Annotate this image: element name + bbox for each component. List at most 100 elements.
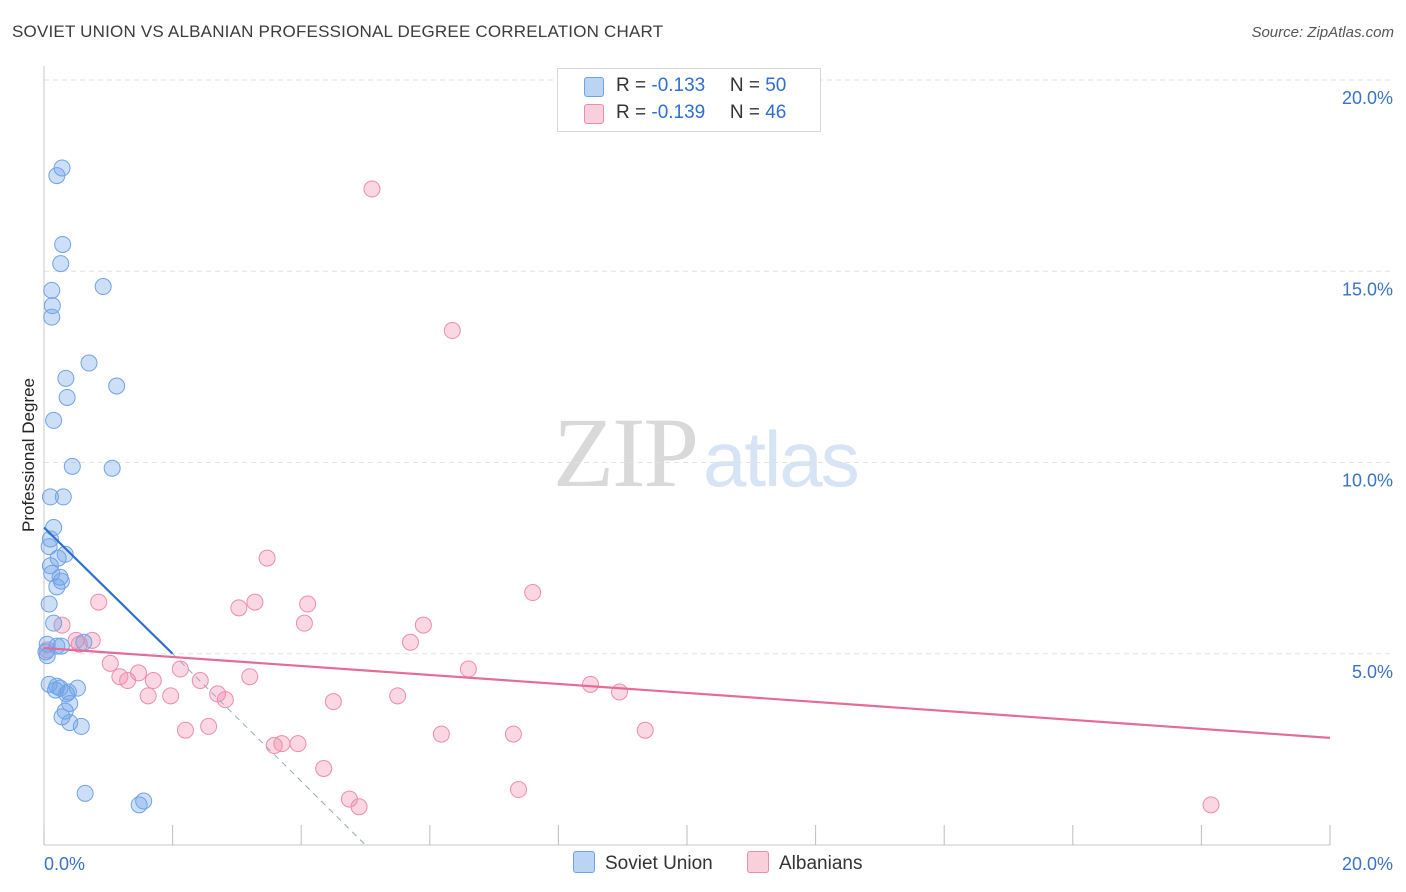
y-tick-labels: 5.0% 10.0% 15.0% 20.0% — [1342, 88, 1393, 682]
data-point — [258, 549, 276, 567]
bottom-legend-swatch-soviet-union — [573, 851, 595, 873]
trend-line-soviet-union — [43, 526, 174, 655]
y-tick-label: 5.0% — [1352, 662, 1393, 682]
data-point — [68, 679, 86, 697]
data-point — [54, 488, 72, 506]
data-point — [144, 672, 162, 690]
y-tick-label: 15.0% — [1342, 279, 1393, 299]
data-point — [130, 796, 148, 814]
data-point — [53, 616, 71, 634]
data-point — [56, 702, 74, 720]
legend-r-label: R = — [616, 75, 652, 96]
data-point — [200, 717, 218, 735]
data-point — [459, 660, 477, 678]
x-tick-labels: 0.0% 20.0% — [44, 854, 1393, 874]
x-tick-label: 20.0% — [1342, 854, 1393, 874]
data-point — [54, 235, 72, 253]
data-point — [43, 281, 61, 299]
data-point — [58, 388, 76, 406]
data-point — [363, 180, 381, 198]
data-point — [58, 685, 76, 703]
correlation-legend: R = -0.133 N = 50 R = -0.139 N = 46 — [557, 68, 821, 132]
data-point — [94, 278, 112, 296]
gridlines — [44, 79, 1394, 655]
data-point — [610, 683, 628, 701]
data-point — [524, 584, 542, 602]
y-tick-label: 10.0% — [1342, 471, 1393, 491]
data-point — [504, 725, 522, 743]
data-point — [111, 668, 129, 686]
data-point — [108, 377, 126, 395]
axes — [43, 66, 1331, 846]
watermark-atlas: atlas — [703, 415, 860, 503]
bottom-legend-label-soviet-union: Soviet Union — [605, 853, 713, 874]
data-point — [51, 679, 69, 697]
data-point — [90, 593, 108, 611]
data-point — [582, 675, 600, 693]
legend-r-label: R = — [616, 102, 652, 123]
legend-n-label: N = — [729, 102, 766, 123]
data-point — [1202, 796, 1220, 814]
data-point — [230, 599, 248, 617]
data-point — [52, 637, 70, 655]
data-point — [389, 687, 407, 705]
series-albanians — [38, 180, 1220, 816]
data-point — [40, 538, 58, 556]
legend-n-value: 50 — [765, 75, 787, 96]
data-point — [41, 488, 59, 506]
data-point — [162, 687, 180, 705]
x-tick-label: 0.0% — [44, 854, 85, 874]
data-point — [57, 369, 75, 387]
data-point — [103, 459, 121, 477]
data-point — [83, 631, 101, 649]
watermark-zip: ZIP — [553, 397, 699, 508]
data-point — [402, 633, 420, 651]
data-point — [43, 308, 61, 326]
source-label: Source: ZipAtlas.com — [1251, 24, 1394, 41]
data-point — [63, 457, 81, 475]
data-point — [76, 784, 94, 802]
data-point — [80, 354, 98, 372]
watermark: ZIPatlas — [553, 395, 860, 510]
data-point — [45, 411, 63, 429]
data-point — [241, 668, 259, 686]
data-point — [45, 614, 63, 632]
bottom-legend-soviet-union: Soviet Union — [573, 851, 713, 875]
data-point — [510, 781, 528, 799]
data-point — [171, 660, 189, 678]
data-point — [72, 717, 90, 735]
data-point — [48, 167, 66, 185]
legend-n-value: 46 — [765, 102, 787, 123]
data-point — [350, 798, 368, 816]
legend-r-value: -0.139 — [651, 102, 706, 123]
y-axis-title: Professional Degree — [19, 378, 38, 532]
data-point — [295, 614, 313, 632]
y-tick-label: 20.0% — [1342, 88, 1393, 108]
data-point — [432, 725, 450, 743]
data-point — [52, 572, 70, 590]
data-point — [101, 654, 119, 672]
bottom-legend-albanians: Albanians — [747, 851, 862, 875]
trend-line-soviet-union-extension — [172, 653, 366, 846]
bottom-legend-swatch-albanians — [747, 851, 769, 873]
data-point — [176, 721, 194, 739]
data-point — [216, 691, 234, 709]
data-point — [636, 721, 654, 739]
chart-title: SOVIET UNION VS ALBANIAN PROFESSIONAL DE… — [12, 22, 664, 41]
data-point — [52, 255, 70, 273]
data-point — [265, 737, 283, 755]
trend-lines — [43, 526, 1331, 846]
data-point — [315, 760, 333, 777]
data-point — [40, 595, 58, 613]
data-point — [414, 616, 432, 634]
data-point — [119, 672, 137, 690]
trend-line-albanians — [43, 646, 1331, 739]
legend-n-label: N = — [729, 75, 766, 96]
data-point — [38, 647, 56, 665]
data-point — [246, 593, 264, 611]
data-point — [48, 578, 66, 596]
data-point — [139, 687, 157, 705]
legend-swatch-albanians — [584, 104, 604, 124]
data-point — [289, 735, 307, 753]
data-point — [443, 322, 461, 340]
